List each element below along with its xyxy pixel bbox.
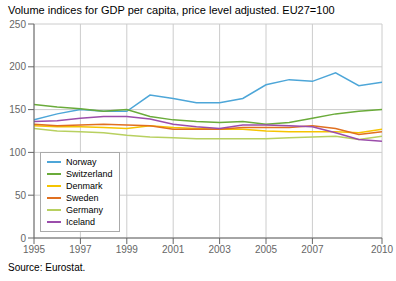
svg-text:1999: 1999 — [116, 244, 139, 255]
html-text:Source: Eurostat.: Source: Eurostat. — [8, 262, 86, 273]
svg-text:1997: 1997 — [69, 244, 92, 255]
svg-text:2001: 2001 — [162, 244, 185, 255]
html-text:Germany: Germany — [66, 205, 103, 215]
svg-text:2005: 2005 — [255, 244, 278, 255]
html-text:Switzerland: Switzerland — [66, 169, 113, 179]
html-text:Norway: Norway — [66, 157, 97, 167]
svg-text:250: 250 — [9, 19, 26, 30]
svg-text:150: 150 — [9, 104, 26, 115]
html-text:Iceland: Iceland — [66, 217, 95, 227]
svg-text:2010: 2010 — [371, 244, 388, 255]
svg-text:50: 50 — [15, 190, 27, 201]
svg-text:1995: 1995 — [23, 244, 46, 255]
svg-text:2003: 2003 — [208, 244, 231, 255]
html-text:Denmark: Denmark — [66, 181, 103, 191]
svg-text:200: 200 — [9, 61, 26, 72]
html-text:Volume indices for GDP per cap: Volume indices for GDP per capita, price… — [8, 4, 335, 16]
svg-text:100: 100 — [9, 147, 26, 158]
svg-text:2007: 2007 — [301, 244, 324, 255]
svg-text:0: 0 — [20, 233, 26, 244]
html-text:Sweden: Sweden — [66, 193, 99, 203]
